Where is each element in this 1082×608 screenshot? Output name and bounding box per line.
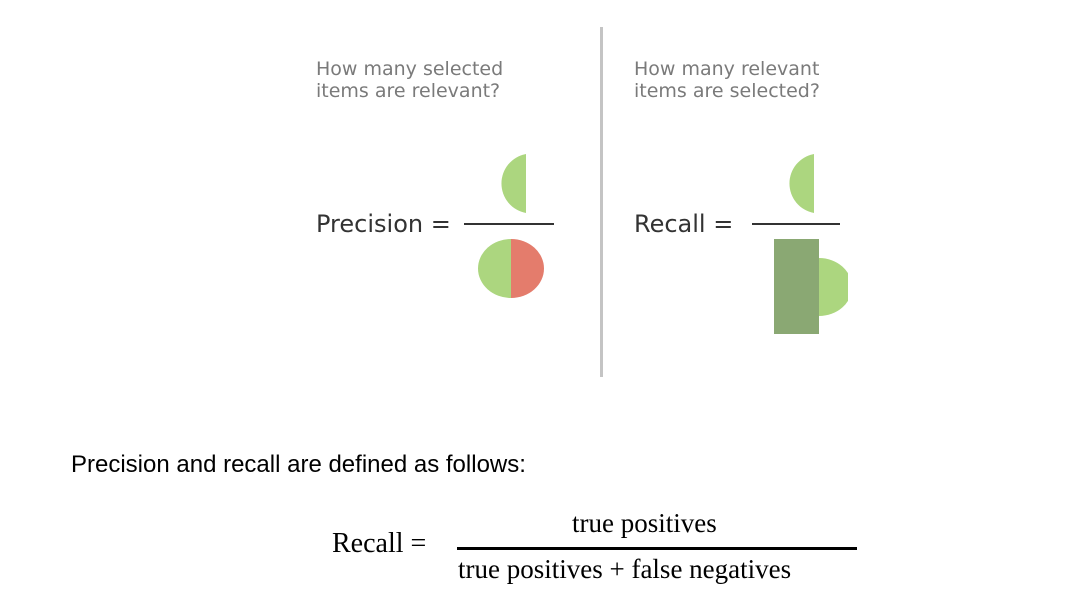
precision-question-line-1: How many selected [316,58,504,80]
recall-label: Recall = [634,210,734,238]
recall-formula-bar [457,547,857,550]
recall-formula-denominator: true positives + false negatives [458,554,792,584]
precision-fraction-diagram [464,154,554,298]
recall-fraction-diagram [752,154,848,334]
panel-divider [600,27,603,377]
recall-denominator-relevant-rect [774,239,819,334]
recall-question-line-2: items are selected? [634,80,820,102]
recall-formula-numerator: true positives [572,508,717,538]
recall-denominator-tp-half [819,258,848,316]
precision-question: How many selected items are relevant? [316,58,503,102]
recall-numerator-tp-half [789,154,814,213]
precision-question-line-2: items are relevant? [316,80,501,102]
recall-question-line-1: How many relevant [634,58,820,80]
definition-intro: Precision and recall are defined as foll… [71,451,526,478]
precision-numerator-tp-half [501,154,526,213]
recall-question: How many relevant items are selected? [634,58,820,102]
precision-denominator-fp-half [511,239,544,298]
precision-denominator-tp-half [478,239,511,298]
recall-formula-lhs: Recall = [332,528,427,559]
precision-label: Precision = [316,210,451,238]
